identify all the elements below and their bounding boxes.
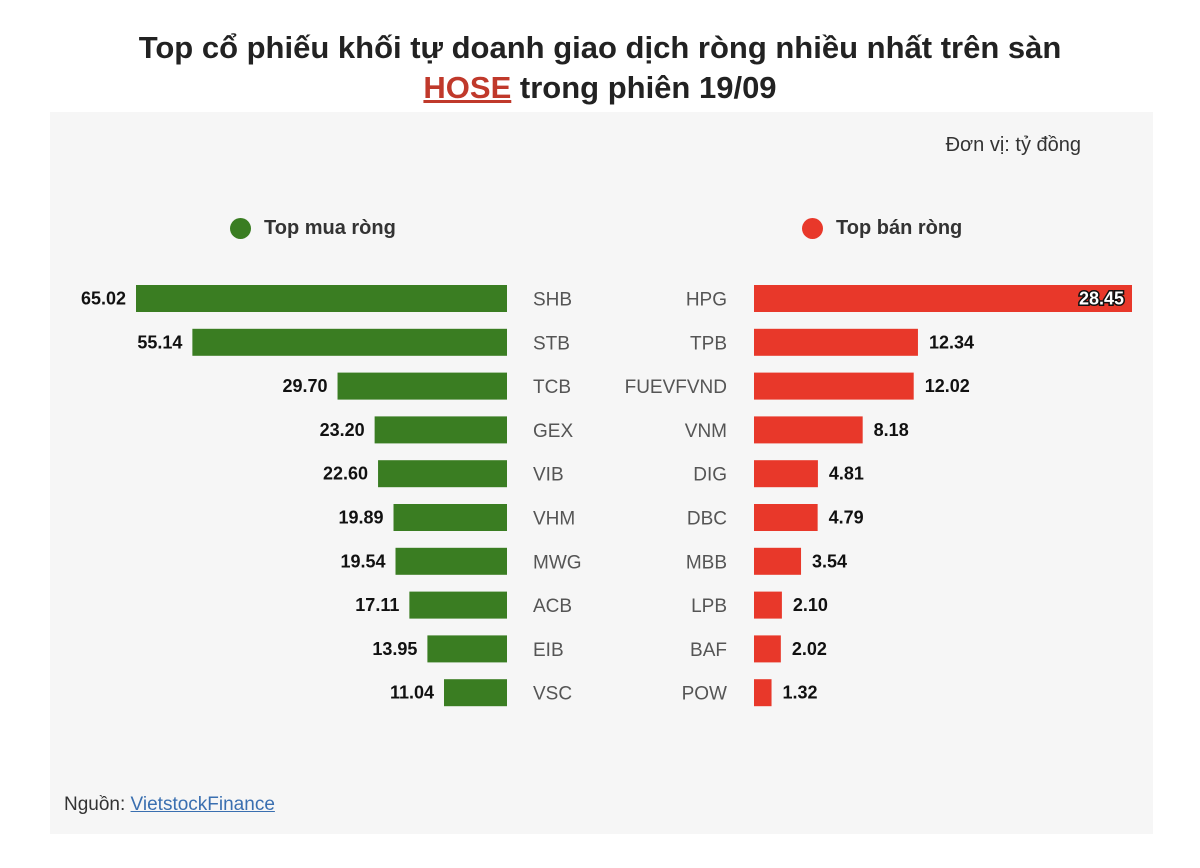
sell-ticker-label: POW [682, 684, 727, 705]
buy-value-label: 65.02 [81, 289, 126, 309]
buy-value-label: 29.70 [282, 376, 327, 396]
buy-ticker-label: VSC [533, 684, 572, 705]
exchange-link[interactable]: HOSE [423, 70, 512, 105]
buy-value-label: 17.11 [355, 595, 399, 615]
buy-bar [374, 416, 507, 444]
buy-ticker-label: STB [533, 333, 570, 354]
buy-bar [444, 679, 507, 707]
buy-ticker-label: MWG [533, 552, 582, 573]
sell-bar [754, 547, 802, 575]
buy-ticker-label: TCB [533, 377, 571, 398]
sell-ticker-label: HPG [686, 290, 727, 311]
sell-value-label: 8.18 [874, 420, 909, 440]
buy-bar [409, 591, 507, 619]
unit-label: Đơn vị: tỷ đồng [945, 134, 1081, 156]
sell-bar [754, 504, 818, 531]
sell-value-label: 28.45 [1079, 289, 1124, 309]
sell-bar [754, 635, 781, 663]
buy-bar [427, 635, 507, 663]
sell-value-label: 2.02 [792, 639, 827, 659]
buy-ticker-label: ACB [533, 596, 572, 617]
sell-ticker-label: TPB [690, 333, 727, 354]
buy-ticker-label: GEX [533, 421, 573, 442]
sell-ticker-label: VNM [685, 421, 727, 442]
sell-bar [754, 591, 782, 619]
sell-value-label: 3.54 [812, 551, 847, 571]
sell-ticker-label: LPB [691, 596, 727, 617]
sell-bar [754, 328, 918, 356]
buy-ticker-label: VHM [533, 509, 575, 530]
buy-value-label: 22.60 [323, 464, 368, 484]
source-label: Nguồn: [64, 794, 131, 815]
buy-value-label: 11.04 [390, 683, 434, 703]
buy-bar [395, 547, 507, 575]
legend-buy: Top mua ròng [230, 217, 396, 240]
buy-bar [337, 372, 507, 400]
sell-bar [754, 679, 772, 707]
sell-ticker-label: BAF [690, 640, 727, 661]
sell-value-label: 2.10 [793, 595, 828, 615]
sell-ticker-label: DBC [687, 509, 727, 530]
legend-sell-label: Top bán ròng [836, 217, 963, 239]
buy-value-label: 23.20 [320, 420, 365, 440]
source: Nguồn: VietstockFinance [64, 794, 275, 816]
buy-value-label: 13.95 [372, 639, 417, 659]
legend-buy-label: Top mua ròng [264, 217, 396, 239]
sell-ticker-label: MBB [686, 552, 727, 573]
sell-value-label: 4.79 [829, 508, 864, 528]
sell-value-label: 1.32 [783, 683, 818, 703]
chart-panel: Đơn vị: tỷ đồng Top mua ròng Top bán ròn… [50, 112, 1153, 834]
source-link[interactable]: VietstockFinance [130, 794, 275, 815]
legend-sell: Top bán ròng [802, 217, 962, 240]
buy-bar [378, 460, 507, 488]
sell-ticker-label: DIG [693, 465, 727, 486]
title-line-2-rest: trong phiên 19/09 [511, 70, 777, 105]
sell-bar [754, 416, 863, 444]
sell-value-label: 12.02 [925, 376, 970, 396]
buy-ticker-label: SHB [533, 290, 572, 311]
chart-title: Top cổ phiếu khối tự doanh giao dịch ròn… [0, 28, 1200, 108]
sell-bar [754, 285, 1132, 312]
sell-value-label: 4.81 [829, 464, 864, 484]
sell-bar [754, 372, 914, 400]
buy-bar [393, 504, 507, 531]
buy-value-label: 55.14 [137, 332, 182, 352]
buy-ticker-label: VIB [533, 465, 564, 486]
buy-bar [136, 285, 507, 312]
title-line-2: HOSE trong phiên 19/09 [0, 68, 1200, 108]
sell-value-label: 12.34 [929, 332, 974, 352]
sell-bar [754, 460, 818, 488]
buy-bar [192, 328, 508, 356]
sell-ticker-label: FUEVFVND [625, 377, 727, 398]
buy-value-label: 19.54 [340, 551, 385, 571]
buy-value-label: 19.89 [338, 508, 383, 528]
sell-dot-icon [802, 218, 823, 239]
buy-dot-icon [230, 218, 251, 239]
buy-ticker-label: EIB [533, 640, 564, 661]
title-line-1: Top cổ phiếu khối tự doanh giao dịch ròn… [138, 30, 1062, 65]
